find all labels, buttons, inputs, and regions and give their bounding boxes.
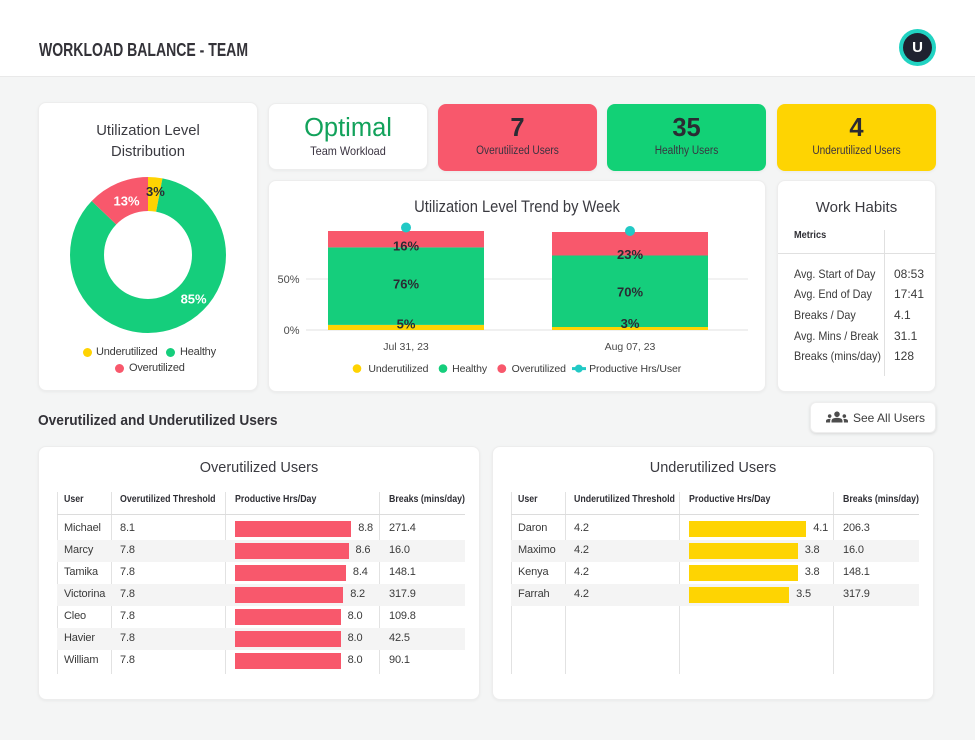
svg-text:Aug 07, 23: Aug 07, 23 — [605, 341, 656, 353]
svg-text:76%: 76% — [393, 277, 419, 292]
svg-text:5%: 5% — [397, 317, 416, 332]
svg-text:23%: 23% — [617, 247, 643, 262]
svg-text:3%: 3% — [621, 316, 640, 331]
svg-text:3%: 3% — [146, 184, 165, 199]
svg-text:85%: 85% — [181, 292, 207, 307]
svg-text:Healthy: Healthy — [452, 363, 488, 375]
svg-text:Underutilized: Underutilized — [368, 363, 428, 375]
svg-text:50%: 50% — [277, 274, 299, 286]
svg-text:Jul 31, 23: Jul 31, 23 — [383, 341, 429, 353]
svg-text:0%: 0% — [284, 325, 300, 337]
svg-text:13%: 13% — [113, 193, 139, 208]
svg-text:Productive Hrs/User: Productive Hrs/User — [589, 363, 682, 375]
svg-text:16%: 16% — [393, 239, 419, 254]
svg-text:Overutilized: Overutilized — [512, 363, 566, 375]
svg-text:70%: 70% — [617, 285, 643, 300]
